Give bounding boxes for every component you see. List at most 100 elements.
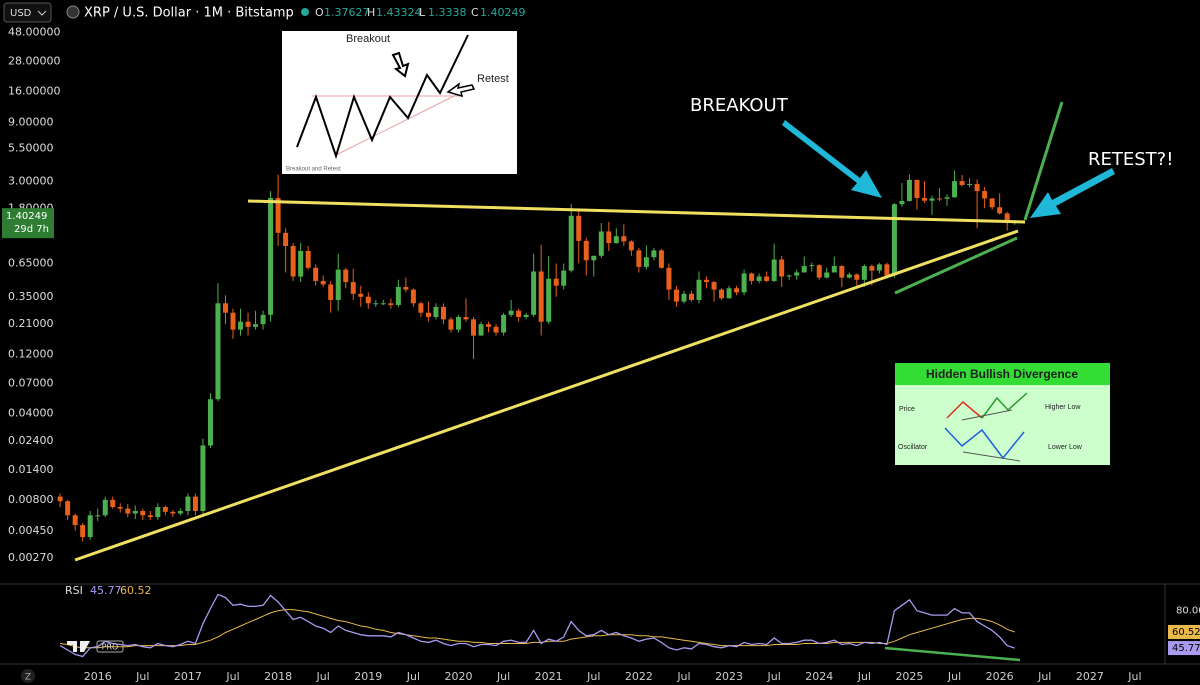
candle-body [861,266,867,280]
candle-body [380,303,386,305]
candle-body [177,510,183,514]
candle-body [245,321,251,327]
candle-body [651,250,657,258]
inset-price-trend [961,409,1013,421]
candle-body [688,293,694,300]
candle-body [658,250,664,268]
rsi-title: RSI [65,584,83,597]
y-tick-label: 3.00000 [8,174,54,187]
x-tick-label: Jul [947,670,961,683]
countdown-label: 29d 7h [14,224,49,235]
timezone-button[interactable] [21,669,35,683]
candle-body [298,251,304,277]
candle-body [794,272,800,276]
candle-body [749,273,755,281]
candle-body [523,314,529,318]
x-tick-label: 2019 [354,670,382,683]
y-tick-label: 0.00450 [8,524,54,537]
candle-body [786,275,792,277]
x-tick-label: Jul [316,670,330,683]
y-tick-label: 0.65000 [8,256,54,269]
candle-body [72,515,78,526]
candle-body [373,303,379,305]
candle-body [937,198,943,200]
candle-body [275,197,281,233]
resistance-line [247,199,1026,224]
inset-retest-arrow [446,82,476,98]
rsi-legend-value: 60.52 [120,584,152,597]
candle-body [343,269,349,283]
candle-body [906,179,912,201]
ohlc-key: L [419,6,426,19]
candle-body [508,310,514,315]
candle-body [734,288,740,293]
candle-body [65,501,71,516]
candle-body [95,515,101,517]
candle-body [230,312,236,330]
x-tick-label: 2024 [805,670,833,683]
y-tick-label: 0.07000 [8,376,54,389]
candle-body [471,319,477,336]
x-tick-label: 2016 [84,670,112,683]
inset-divergence-title: Hidden Bullish Divergence [926,367,1078,381]
candle-body [771,259,777,281]
candle-body [268,197,274,315]
x-tick-label: Jul [496,670,510,683]
y-tick-label: 0.02400 [8,434,54,447]
rsi-line [59,593,1015,658]
dropdown-icon [37,10,47,16]
candle-body [87,515,93,538]
candle-body [117,507,123,509]
candle-body [681,293,687,302]
candle-body [147,515,153,518]
candle-body [140,510,146,516]
candle-body [320,280,326,285]
rsi-value-box [1168,641,1200,656]
inset-oscillator-text: Oscillator [898,444,928,451]
candle-body [433,306,439,318]
candle-body [358,293,364,297]
support-line [74,229,1019,562]
projection-line [1023,101,1064,221]
candle-body [621,236,627,242]
candle-body [305,251,311,268]
y-tick-label: 9.00000 [8,115,54,128]
x-tick-label: Jul [225,670,239,683]
candle-body [598,231,604,256]
x-tick-label: Jul [767,670,781,683]
candle-body [531,271,537,315]
candle-body [869,266,875,271]
candle-body [576,215,582,241]
candle-body [80,525,86,538]
candle-body [290,246,296,277]
candle-body [162,507,168,512]
candle-body [110,499,116,508]
logo-mark [67,641,90,652]
candle-body [350,282,356,294]
candle-body [501,314,507,333]
candle-body [854,274,860,280]
candle-body [170,511,176,514]
inset-breakout-arrow [391,51,410,78]
y-tick-label: 0.04000 [8,406,54,419]
candle-body [313,267,319,281]
ohlc-value: 1.43324 [376,6,422,19]
status-dot [301,8,309,16]
candle-body [516,310,522,318]
candle-body [561,270,567,286]
currency-button[interactable] [3,2,52,23]
candle-body [801,266,807,273]
x-tick-label: 2022 [625,670,653,683]
candle-body [899,200,905,205]
candle-body [944,197,950,199]
breakout-label: BREAKOUT [690,95,789,116]
candle-body [410,289,416,304]
candle-body [403,286,409,290]
x-tick-label: 2020 [444,670,472,683]
candle-body [448,319,454,330]
inset-price-text: Price [899,406,915,413]
x-tick-label: 2025 [895,670,923,683]
candle-body [155,507,161,518]
candle-body [989,198,995,208]
